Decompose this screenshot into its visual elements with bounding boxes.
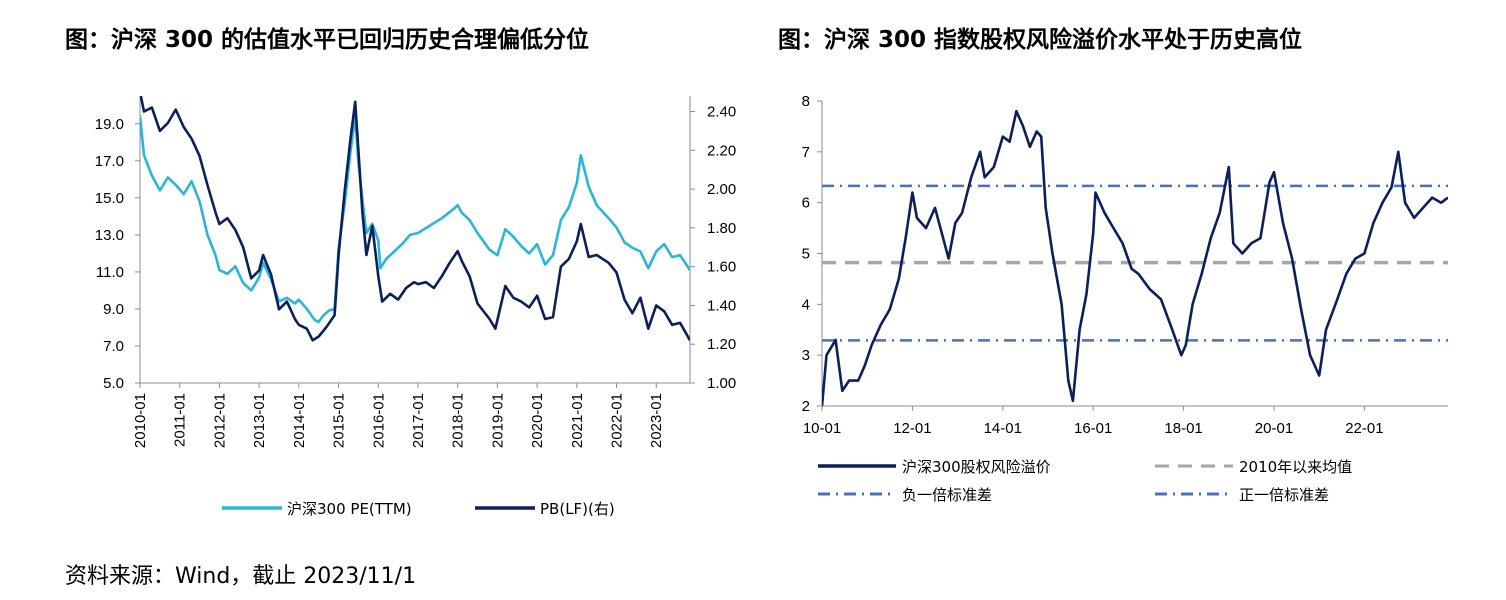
- y-right-tick-label: 2.40: [707, 104, 736, 121]
- x-tick-label: 2017-01: [410, 393, 427, 448]
- y-tick-label: 8: [802, 93, 810, 110]
- x-tick-label: 2021-01: [569, 393, 586, 448]
- x-tick-label: 2014-01: [291, 393, 308, 448]
- x-tick-label: 2022-01: [609, 393, 626, 448]
- x-tick-label: 18-01: [1164, 420, 1202, 437]
- series-group: [822, 109, 1448, 406]
- pe-series-line: [140, 115, 690, 324]
- x-tick-label: 2019-01: [489, 393, 506, 448]
- y-left-tick-label: 19.0: [95, 116, 124, 133]
- y-tick-label: 3: [802, 347, 810, 364]
- x-tick-label: 22-01: [1345, 420, 1383, 437]
- y-left-tick-label: 15.0: [95, 190, 124, 207]
- source-note: 资料来源：Wind，截止 2023/11/1: [65, 564, 417, 589]
- right-chart-title: 图：沪深 300 指数股权风险溢价水平处于历史高位: [778, 27, 1303, 53]
- y-left-tick-label: 17.0: [95, 153, 124, 170]
- x-tick-label: 2010-01: [132, 393, 149, 448]
- x-tick-label: 14-01: [984, 420, 1022, 437]
- erp-chart: 2 3 4 5 6 7 8 10-01 12-01 14-01 16-01 18-01 20-01 22-…: [802, 93, 1448, 504]
- x-tick-label: 16-01: [1074, 420, 1112, 437]
- y-tick-label: 5: [802, 246, 810, 263]
- x-tick-label: 12-01: [893, 420, 931, 437]
- pe-pb-chart: 5.0 7.0 9.0 11.0 13.0 15.0 17.0 19.0 1.00 1.20 1.4…: [95, 96, 736, 518]
- y-tick-label: 6: [802, 195, 810, 212]
- left-chart-title: 图：沪深 300 的估值水平已回归历史合理偏低分位: [65, 27, 590, 53]
- y-tick-label: 7: [802, 144, 810, 161]
- x-tick-label: 2015-01: [331, 393, 348, 448]
- x-tick-label: 2020-01: [529, 393, 546, 448]
- y-tick-label: 2: [802, 398, 810, 415]
- legend-pb-label: PB(LF)(右): [540, 500, 615, 518]
- pb-series-line: [140, 96, 690, 342]
- y-right-tick-label: 2.20: [707, 142, 736, 159]
- y-left-tick-label: 9.0: [103, 301, 124, 318]
- y-left-tick-label: 13.0: [95, 227, 124, 244]
- y-right-tick-label: 2.00: [707, 181, 736, 198]
- x-tick-label: 2011-01: [172, 393, 189, 447]
- x-tick-label: 20-01: [1255, 420, 1293, 437]
- y-right-tick-label: 1.00: [707, 375, 736, 392]
- y-right-tick-label: 1.80: [707, 220, 736, 237]
- legend-mean-label: 2010年以来均值: [1239, 458, 1352, 476]
- y-right-tick-label: 1.40: [707, 297, 736, 314]
- series-group: [140, 96, 690, 342]
- y-left-tick-label: 5.0: [103, 375, 124, 392]
- x-tick-label: 2013-01: [251, 393, 268, 448]
- x-tick-label: 2023-01: [648, 393, 665, 448]
- legend-erp-label: 沪深300股权风险溢价: [902, 458, 1051, 476]
- x-tick-label: 10-01: [803, 420, 841, 437]
- legend-minus-std-label: 负一倍标准差: [902, 486, 992, 504]
- legend-plus-std-label: 正一倍标准差: [1239, 486, 1329, 504]
- x-tick-label: 2016-01: [370, 393, 387, 448]
- x-tick-label: 2012-01: [211, 393, 228, 448]
- x-tick-label: 2018-01: [450, 393, 467, 448]
- legend-pe-label: 沪深300 PE(TTM): [287, 500, 412, 518]
- y-right-tick-label: 1.60: [707, 259, 736, 276]
- y-right-tick-label: 1.20: [707, 336, 736, 353]
- y-left-tick-label: 11.0: [96, 264, 124, 281]
- y-tick-label: 4: [802, 296, 810, 313]
- y-left-tick-label: 7.0: [103, 338, 124, 355]
- erp-series-line: [822, 109, 1448, 406]
